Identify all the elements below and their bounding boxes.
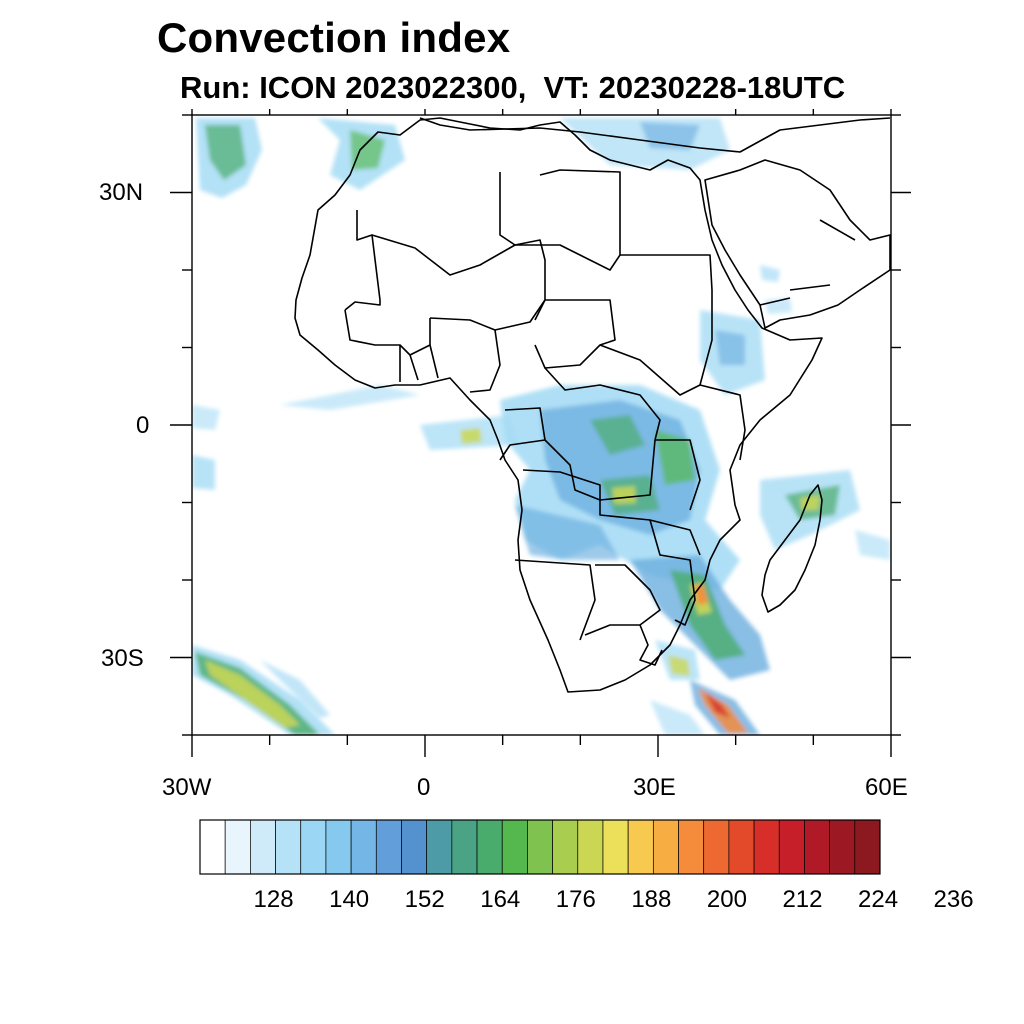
field-patch-atlantic-streak: [280, 385, 420, 410]
lon-label-30e: 30E: [633, 774, 676, 801]
colorbar-swatch: [753, 819, 780, 875]
border-20: [639, 624, 663, 666]
border-6: [599, 290, 713, 396]
colorbar-swatch: [627, 819, 654, 875]
map-title: Convection index: [157, 14, 511, 61]
colorbar-swatch: [300, 819, 327, 875]
field-patch-sw-atlantic-streak: [260, 660, 330, 718]
border-4: [620, 254, 713, 291]
colorbar-swatch: [275, 819, 302, 875]
border-21: [759, 219, 856, 306]
border-12: [514, 559, 596, 641]
lon-label-30w: 30W: [162, 774, 212, 801]
colorbar-tick-label: 152: [404, 886, 445, 913]
lat-label-30n: 30N: [99, 179, 144, 206]
field-patch-west-atlantic: [192, 455, 215, 490]
border-8: [544, 367, 661, 441]
colorbar-swatch: [199, 819, 226, 875]
field-patch-congo-green-3: [655, 430, 695, 485]
colorbar-swatch: [829, 819, 856, 875]
axis-ticks: [170, 109, 911, 757]
field-patch-morocco-core: [350, 130, 385, 170]
colorbar-tick-label: 212: [782, 886, 823, 913]
border-17: [344, 309, 431, 356]
border-11: [522, 469, 701, 556]
mediterranean-north: [419, 117, 891, 153]
border-2: [371, 234, 546, 321]
field-patch-west-atlantic-2: [192, 405, 220, 430]
border-14: [649, 519, 696, 626]
colorbar-swatch: [577, 819, 604, 875]
lat-label-0: 0: [136, 412, 150, 439]
colorbar-tick-label: 188: [631, 886, 672, 913]
colorbar-swatch: [224, 819, 251, 875]
lon-label-60e: 60E: [865, 774, 908, 801]
colorbar-swatch: [728, 819, 755, 875]
coastlines-borders: [294, 117, 891, 693]
colorbar-swatch: [451, 819, 478, 875]
lat-label-30s: 30S: [101, 645, 144, 672]
colorbar-swatch: [703, 819, 730, 875]
colorbar-tick-label: 128: [253, 886, 294, 913]
colorbar-swatch: [375, 819, 402, 875]
colorbar-tick-label: 200: [706, 886, 747, 913]
colorbar-swatch: [804, 819, 830, 875]
colorbar-swatch: [476, 819, 503, 875]
border-7: [699, 384, 746, 461]
field-patch-south-ocean: [650, 700, 705, 735]
field-patch-ethiopia-core: [715, 330, 745, 365]
colorbar-tick-label: 224: [858, 886, 899, 913]
colorbar-swatch: [678, 819, 705, 875]
field-patch-mozambique-green: [670, 570, 745, 660]
border-1: [344, 210, 381, 311]
colorbar-swatch: [250, 819, 276, 875]
colorbar-swatch: [426, 819, 453, 875]
arabia-coastline: [704, 159, 891, 329]
map-subtitle: Run: ICON 2023022300, VT: 20230228-18UTC: [180, 70, 846, 105]
lon-label-0: 0: [417, 774, 431, 801]
border-3: [499, 169, 621, 271]
colorbar-swatch: [602, 819, 629, 875]
field-patch-mediterranean-core: [640, 122, 700, 150]
field-patch-natal-core: [668, 655, 690, 676]
field-patch-gabon-core: [460, 428, 482, 444]
border-13: [584, 564, 661, 636]
colorbar-tick-label: 236: [933, 886, 974, 913]
border-5: [534, 299, 616, 369]
colorbar-swatch: [325, 819, 352, 875]
field-patch-congo-green-1: [590, 415, 645, 455]
colorbar-tick-label: 140: [329, 886, 370, 913]
border-16: [429, 299, 546, 331]
field-patch-sw-atlantic-yellow: [205, 660, 300, 728]
colorbar-swatch: [350, 819, 377, 875]
field-patch-angola: [515, 505, 620, 560]
colorbar-outline: [199, 819, 881, 875]
colorbar-tick-label: 176: [555, 886, 596, 913]
field-patch-indian-ocean: [855, 530, 890, 560]
colorbar: [199, 819, 881, 875]
border-15: [655, 439, 701, 511]
colorbar-swatch: [552, 819, 579, 875]
colorbar-swatch: [652, 819, 679, 875]
colorbar-swatch: [501, 819, 528, 875]
madagascar-coastline: [761, 484, 823, 613]
colorbar-swatch: [854, 819, 881, 875]
field-patch-arabia: [760, 265, 780, 282]
colorbar-swatch: [527, 819, 553, 875]
border-10: [544, 439, 656, 501]
field-patch-agulhas-red: [705, 692, 730, 718]
field-patch-congo-yellow: [612, 486, 636, 504]
colorbar-swatch: [401, 819, 428, 875]
border-18: [399, 344, 439, 382]
border-19: [469, 329, 501, 393]
colorbar-swatch: [778, 819, 805, 875]
convection-field: [192, 118, 890, 735]
colorbar-tick-label: 164: [480, 886, 521, 913]
field-patch-northwest-core: [205, 125, 246, 180]
africa-coastline: [294, 117, 823, 693]
